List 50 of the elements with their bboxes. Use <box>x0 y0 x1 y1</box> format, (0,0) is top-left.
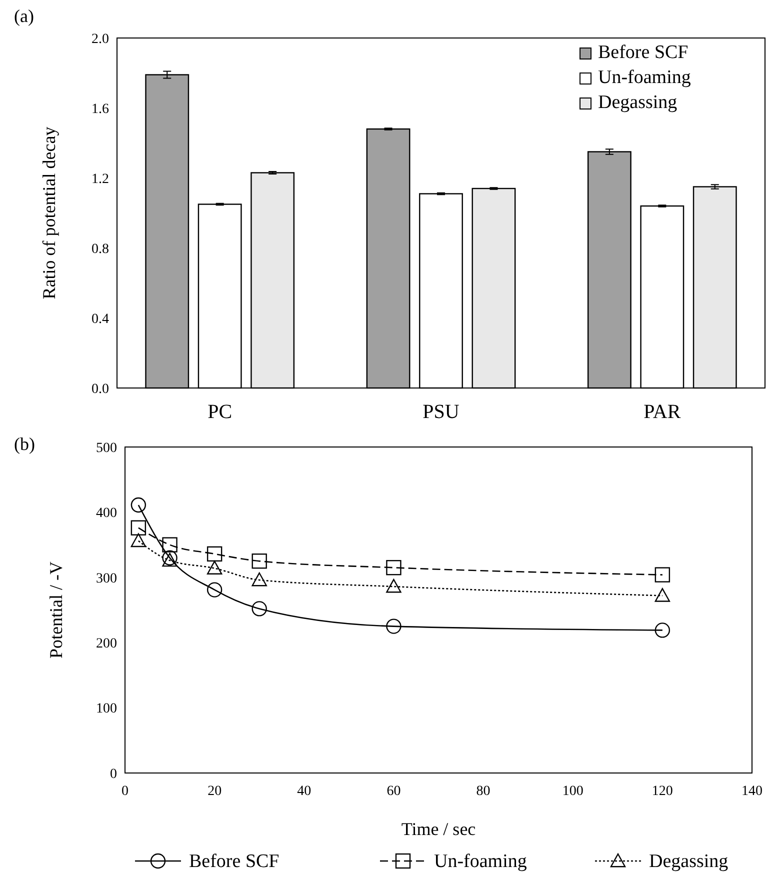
y-tick-label: 2.0 <box>92 32 109 47</box>
point <box>386 618 402 634</box>
point <box>654 567 670 582</box>
point <box>386 560 402 576</box>
point <box>386 578 402 593</box>
point <box>162 537 178 552</box>
x-tick-label: 60 <box>386 784 401 799</box>
y-tick-label: 0 <box>110 766 117 782</box>
point <box>654 588 670 602</box>
y-tick-label: 0.4 <box>92 312 109 327</box>
point <box>130 520 146 536</box>
x-tick-label: PC <box>208 401 232 423</box>
y-tick-label: 300 <box>96 571 117 586</box>
y-tick-label: 0.8 <box>92 242 109 257</box>
legend-label: Un-foaming <box>434 851 528 872</box>
x-tick-label: 140 <box>742 784 762 799</box>
legend-label: Degassing <box>649 851 729 872</box>
chart-title: (a) <box>14 6 34 26</box>
x-tick-label: PSU <box>422 401 460 423</box>
y-tick-label: 400 <box>96 506 117 522</box>
point <box>654 622 670 638</box>
x-tick-label: 80 <box>476 784 490 799</box>
y-tick-label: 0.0 <box>92 382 109 397</box>
y-tick-label: 100 <box>96 702 117 717</box>
x-tick-label: 20 <box>208 784 222 799</box>
point <box>252 601 267 616</box>
x-tick-label: 0 <box>122 784 128 799</box>
point <box>130 497 146 513</box>
y-axis-title: Ratio of potential decay <box>39 126 59 300</box>
point <box>206 560 222 574</box>
point <box>252 572 267 586</box>
x-tick-label: PAR <box>644 401 682 423</box>
legend-label: Before SCF <box>189 851 280 872</box>
chart-title: (b) <box>14 434 35 454</box>
point <box>130 533 146 548</box>
x-tick-label: 120 <box>652 784 673 799</box>
legend-label: Before SCF <box>598 42 688 63</box>
y-tick-label: 500 <box>96 440 117 456</box>
y-axis-title: Potential / -V <box>46 562 66 658</box>
x-tick-label: 100 <box>562 784 584 799</box>
point <box>206 582 222 598</box>
y-tick-label: 200 <box>96 636 117 652</box>
y-tick-label: 1.6 <box>92 102 109 117</box>
x-tick-label: 40 <box>297 784 312 799</box>
x-axis-title: Time / sec <box>401 819 476 839</box>
legend-label: Degassing <box>598 92 678 113</box>
y-tick-label: 1.2 <box>92 172 109 187</box>
point <box>252 554 267 569</box>
legend-label: Un-foaming <box>598 67 692 88</box>
point <box>206 546 222 562</box>
